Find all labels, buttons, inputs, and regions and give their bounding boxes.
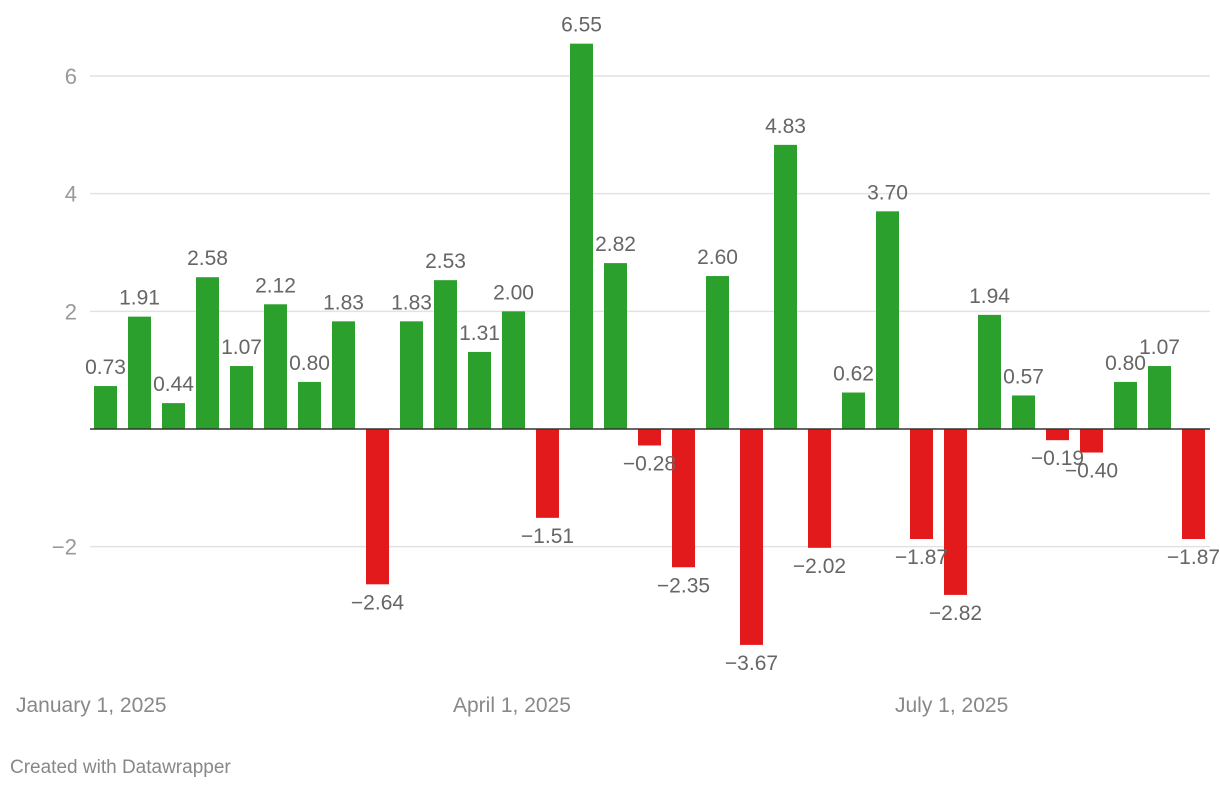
- data-label: 3.70: [867, 181, 908, 204]
- bar: [706, 276, 729, 429]
- data-label: −2.64: [351, 591, 404, 614]
- data-label: 2.58: [187, 247, 228, 270]
- bar: [808, 429, 831, 548]
- data-label: 1.07: [221, 336, 262, 359]
- data-label: 2.60: [697, 246, 738, 269]
- bar: [570, 43, 593, 429]
- data-label: 2.82: [595, 233, 636, 256]
- data-label: 2.53: [425, 250, 466, 273]
- data-label: −2.82: [929, 602, 982, 625]
- bar: [1012, 395, 1035, 429]
- bar: [434, 280, 457, 429]
- data-label: 1.31: [459, 322, 500, 345]
- data-label: 1.83: [391, 291, 432, 314]
- data-label: −0.28: [623, 452, 676, 475]
- data-label: −1.87: [1167, 546, 1220, 569]
- gridlines: 6 4 2 −2: [52, 64, 1210, 560]
- bar: [1080, 429, 1103, 453]
- bar: [876, 211, 899, 429]
- bar: [162, 403, 185, 429]
- bar: [978, 314, 1001, 429]
- data-label: 0.73: [85, 356, 126, 379]
- data-label: 0.62: [833, 363, 874, 386]
- bar: [604, 263, 627, 429]
- bar: [740, 429, 763, 645]
- data-label: 2.00: [493, 281, 534, 304]
- data-label: −3.67: [725, 652, 778, 675]
- bar: [128, 316, 151, 429]
- footer-credit: Created with Datawrapper: [10, 757, 231, 778]
- y-tick-label: 4: [65, 182, 77, 207]
- bar: [502, 311, 525, 429]
- data-label: 1.94: [969, 285, 1010, 308]
- x-tick-label: July 1, 2025: [895, 694, 1008, 717]
- bars: [94, 43, 1205, 645]
- data-label: −2.35: [657, 574, 710, 597]
- bar: [332, 321, 355, 429]
- bar: [1046, 429, 1069, 441]
- data-label: 1.83: [323, 291, 364, 314]
- y-tick-label: 6: [65, 64, 77, 89]
- bar: [536, 429, 559, 518]
- data-label: −0.19: [1031, 447, 1084, 470]
- bar: [230, 366, 253, 429]
- data-label: 0.80: [289, 352, 330, 375]
- bar: [196, 277, 219, 429]
- data-label: 6.55: [561, 14, 602, 37]
- data-labels: 0.73 1.91 0.44 2.58 1.07 2.12 0.80 1.83 −2.64 1.8…: [85, 14, 1220, 675]
- bar: [298, 381, 321, 429]
- bar: [1182, 429, 1205, 540]
- data-label: 4.83: [765, 115, 806, 138]
- y-tick-label: −2: [52, 535, 77, 560]
- data-label: 0.80: [1105, 352, 1146, 375]
- bar: [842, 392, 865, 429]
- data-label: 0.44: [153, 373, 194, 396]
- bar: [910, 429, 933, 540]
- bar: [944, 429, 967, 595]
- bar-chart: 6 4 2 −2 0.73 1.91 0.44 2.58 1.07 2.12 0.80 1.83 −2…: [16, 14, 1220, 717]
- bar: [1148, 366, 1171, 429]
- bar: [366, 429, 389, 585]
- x-axis: January 1, 2025 April 1, 2025 July 1, 2025: [16, 428, 1210, 717]
- bar: [638, 429, 661, 446]
- bar: [1114, 381, 1137, 429]
- bar: [400, 321, 423, 429]
- data-label: −1.51: [521, 525, 574, 548]
- data-label: 2.12: [255, 274, 296, 297]
- bar: [94, 386, 117, 429]
- data-label: 1.07: [1139, 336, 1180, 359]
- data-label: 0.57: [1003, 365, 1044, 388]
- y-tick-label: 2: [65, 299, 77, 324]
- x-tick-label: April 1, 2025: [453, 694, 571, 717]
- bar: [774, 144, 797, 429]
- data-label: −0.40: [1065, 460, 1118, 483]
- x-tick-label: January 1, 2025: [16, 694, 167, 717]
- bar: [672, 429, 695, 568]
- data-label: 1.91: [119, 287, 160, 310]
- bar: [264, 304, 287, 429]
- data-label: −2.02: [793, 555, 846, 578]
- data-label: −1.87: [895, 546, 948, 569]
- bar: [468, 351, 491, 429]
